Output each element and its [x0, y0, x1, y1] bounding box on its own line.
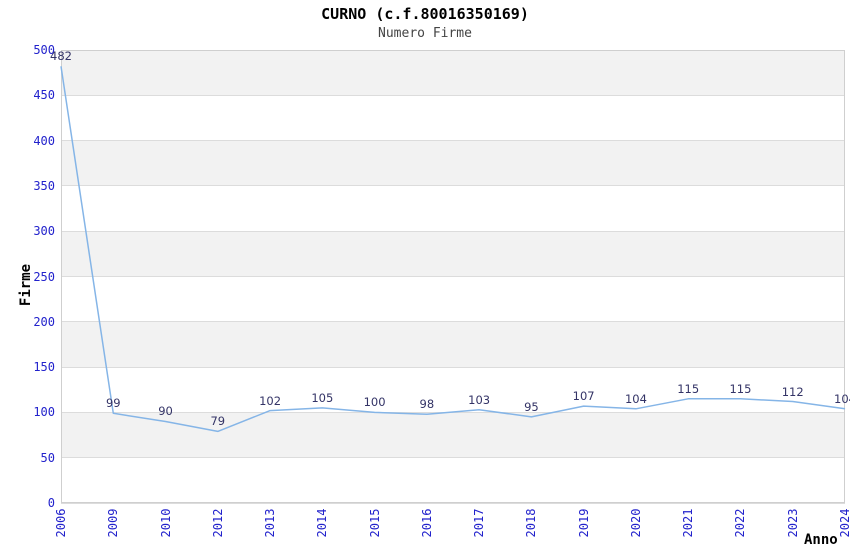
- data-point-label: 79: [210, 414, 226, 429]
- data-point-label: 104: [834, 391, 850, 406]
- chart-subtitle: Numero Firme: [378, 26, 472, 41]
- chart-title: CURNO (c.f.80016350169): [321, 5, 529, 23]
- x-tick-label: 2020: [628, 508, 643, 538]
- x-tick-label: 2017: [472, 508, 487, 538]
- gridline: [61, 185, 845, 187]
- x-tick-label: 2018: [524, 508, 539, 538]
- x-axis-title: Anno: [804, 532, 838, 548]
- x-tick-label: 2021: [681, 508, 696, 538]
- grid-band: [61, 231, 845, 277]
- gridline: [61, 140, 845, 142]
- data-point-label: 105: [311, 390, 334, 405]
- data-point-label: 103: [468, 392, 491, 407]
- x-tick-label: 2012: [210, 508, 225, 538]
- grid-band: [61, 412, 845, 458]
- data-point-label: 100: [363, 395, 386, 410]
- x-tick-label: 2023: [785, 508, 800, 538]
- gridline: [61, 94, 845, 96]
- data-point-label: 115: [729, 381, 752, 396]
- data-point-label: 107: [572, 389, 595, 404]
- data-point-label: 99: [105, 396, 121, 411]
- y-tick-label: 350: [33, 178, 55, 193]
- grid-band: [61, 50, 845, 96]
- line-series: [60, 66, 846, 433]
- x-tick-label: 2016: [419, 508, 434, 538]
- grid-band: [61, 140, 845, 186]
- y-tick-label: 100: [33, 405, 55, 420]
- x-tick-label: 2010: [158, 508, 173, 538]
- x-tick-label: 2024: [838, 508, 850, 538]
- data-point-label: 112: [781, 384, 804, 399]
- data-point-label: 482: [50, 49, 72, 64]
- data-point-label: 104: [624, 391, 647, 406]
- x-tick-label: 2019: [576, 508, 591, 538]
- y-axis-title: Firme: [18, 263, 34, 307]
- x-tick-label: 2022: [733, 508, 748, 538]
- data-point-label: 102: [259, 393, 282, 408]
- y-tick-label: 50: [40, 450, 55, 465]
- data-point-label: 115: [677, 381, 700, 396]
- gridline: [61, 366, 845, 368]
- gridline: [61, 230, 845, 232]
- y-tick-label: 250: [33, 269, 55, 284]
- series-polyline: [60, 66, 846, 433]
- x-tick-label: 2014: [315, 508, 330, 538]
- x-tick-label: 2015: [367, 508, 382, 538]
- y-tick-label: 300: [33, 224, 55, 239]
- x-tick-label: 2006: [54, 508, 68, 538]
- y-tick-label: 200: [33, 314, 55, 329]
- data-point-label: 95: [524, 399, 539, 414]
- x-tick-label: 2009: [106, 508, 121, 538]
- gridline: [61, 457, 845, 459]
- y-tick-label: 450: [33, 88, 55, 103]
- gridline: [61, 321, 845, 323]
- y-tick-label: 400: [33, 133, 55, 148]
- gridline: [61, 502, 845, 504]
- gridline: [61, 276, 845, 277]
- x-tick-label: 2013: [263, 508, 278, 538]
- data-point-label: 98: [419, 397, 435, 412]
- y-tick-label: 0: [47, 496, 55, 510]
- y-tick-label: 150: [33, 360, 55, 375]
- data-point-label: 90: [158, 404, 173, 419]
- plot-border: [61, 50, 845, 503]
- grid-band: [61, 321, 845, 368]
- y-tick-label: 500: [33, 43, 55, 57]
